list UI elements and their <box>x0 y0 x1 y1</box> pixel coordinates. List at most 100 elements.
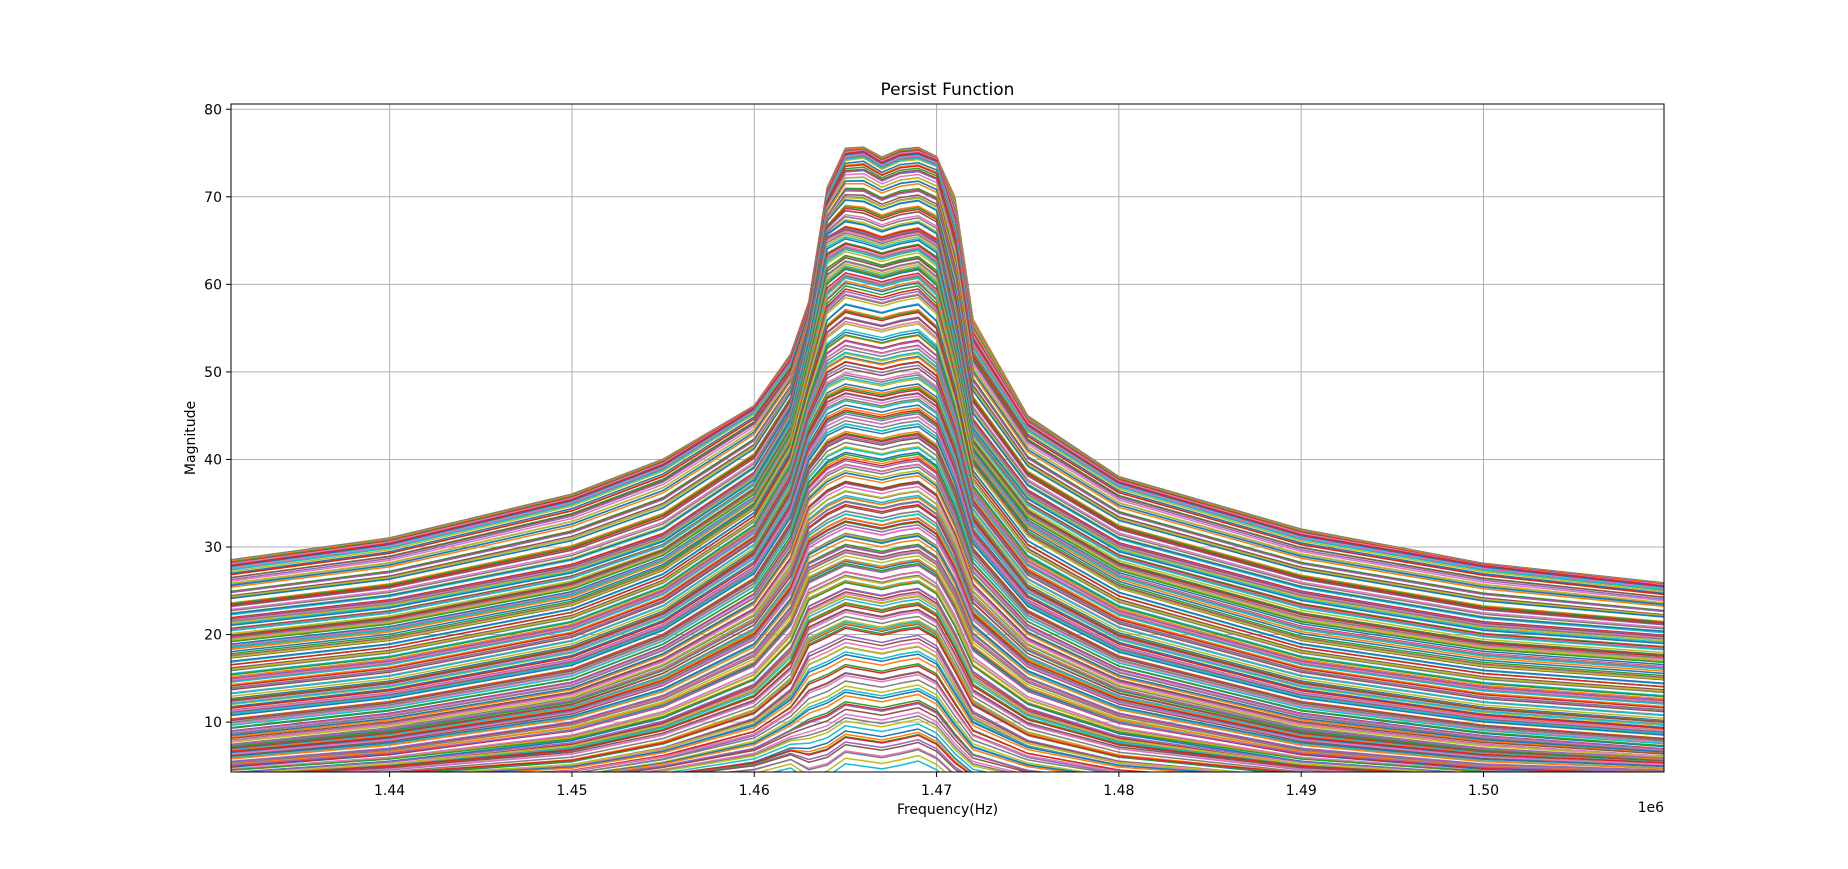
series-line <box>231 517 1664 764</box>
series-line <box>231 156 1664 591</box>
series-line <box>231 277 1664 670</box>
x-axis-label: Frequency(Hz) <box>897 802 998 818</box>
series-line <box>231 500 1664 762</box>
series-line <box>231 328 1664 697</box>
series-line <box>231 294 1664 679</box>
series-line <box>231 383 1664 722</box>
series-line <box>650 718 1005 772</box>
x-tick-label: 1.46 <box>739 783 770 799</box>
series-line <box>231 234 1664 642</box>
series-line <box>453 634 1248 772</box>
series-line <box>443 645 1247 772</box>
y-tick-label: 60 <box>204 277 222 293</box>
series-line <box>233 587 1464 772</box>
x-axis-ticks: 1.44 1.45 1.46 1.47 1.48 1.49 1.50 <box>374 772 1499 799</box>
series-line <box>373 615 1320 772</box>
series-line <box>231 527 1664 766</box>
series-line <box>231 437 1664 741</box>
series-line <box>231 250 1664 654</box>
series-line <box>231 510 1664 764</box>
series-lines <box>231 146 1664 772</box>
series-line <box>601 693 1072 772</box>
series-line <box>393 627 1297 772</box>
series-line <box>231 404 1664 729</box>
x-axis-offset-label: 1e6 <box>1638 800 1665 816</box>
series-line <box>231 564 1664 772</box>
series-line <box>231 334 1664 700</box>
y-tick-label: 10 <box>204 715 222 731</box>
series-line <box>281 598 1416 772</box>
series-line <box>231 524 1664 766</box>
series-line <box>231 559 1664 772</box>
series-line <box>261 591 1434 772</box>
series-line <box>231 539 1664 770</box>
series-line <box>231 535 1664 767</box>
series-line <box>231 322 1664 692</box>
series-line <box>231 187 1664 612</box>
series-line <box>723 749 953 772</box>
series-line <box>646 715 1011 772</box>
series-line <box>611 702 1049 772</box>
series-line <box>231 146 1664 584</box>
series-line <box>231 376 1664 716</box>
series-line <box>231 474 1664 755</box>
series-line <box>231 419 1664 734</box>
series-line <box>231 367 1664 713</box>
series-line <box>231 157 1664 593</box>
y-tick-label: 80 <box>204 102 222 118</box>
series-line <box>231 389 1664 723</box>
series-line <box>231 482 1664 755</box>
series-line <box>231 459 1664 750</box>
y-axis-ticks: 10 20 30 40 50 60 70 80 <box>204 102 231 731</box>
series-line <box>231 392 1664 724</box>
series-line <box>231 280 1664 672</box>
series-line <box>231 360 1664 709</box>
series-line <box>231 505 1664 762</box>
series-line <box>231 169 1664 600</box>
series-line <box>231 497 1664 760</box>
series-line <box>231 334 1664 698</box>
series-line <box>231 260 1664 659</box>
series-line <box>231 351 1664 705</box>
y-tick-label: 70 <box>204 190 222 206</box>
series-line <box>231 575 1518 772</box>
series-line <box>231 267 1664 664</box>
series-line <box>231 571 1554 772</box>
series-line <box>231 395 1664 725</box>
series-line <box>231 220 1664 633</box>
x-tick-label: 1.50 <box>1468 783 1499 799</box>
series-line <box>231 425 1664 736</box>
series-line <box>231 453 1664 747</box>
series-line <box>231 236 1664 643</box>
series-line <box>697 741 961 772</box>
y-tick-label: 50 <box>204 365 222 381</box>
series-line <box>231 464 1664 752</box>
series-line <box>730 747 954 772</box>
series-line <box>231 215 1664 630</box>
series-line <box>231 472 1664 753</box>
series-line <box>231 378 1664 719</box>
series-line <box>327 611 1370 772</box>
y-tick-label: 20 <box>204 628 222 644</box>
series-line <box>231 317 1664 691</box>
series-line <box>253 595 1446 772</box>
series-line <box>530 665 1159 772</box>
series-line <box>596 690 1081 772</box>
x-tick-label: 1.49 <box>1286 783 1317 799</box>
series-line <box>231 238 1664 645</box>
series-line <box>231 282 1664 675</box>
series-line <box>231 545 1664 771</box>
series-line <box>231 164 1664 596</box>
series-line <box>231 248 1664 651</box>
series-line <box>231 285 1664 677</box>
series-line <box>770 760 941 772</box>
series-line <box>231 489 1664 758</box>
series-line <box>592 684 1091 772</box>
series-line <box>231 356 1664 708</box>
series-line <box>231 423 1664 735</box>
series-line <box>231 551 1664 772</box>
series-line <box>621 706 1032 772</box>
x-tick-label: 1.48 <box>1103 783 1134 799</box>
series-line <box>231 340 1664 701</box>
